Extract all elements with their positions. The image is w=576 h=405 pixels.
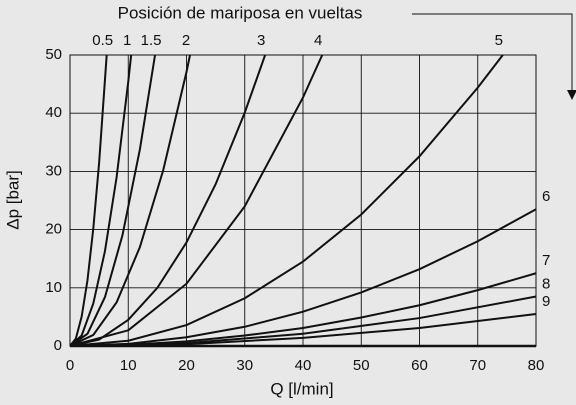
chart-title: Posición de mariposa en vueltas bbox=[118, 3, 363, 22]
title-arrow-head bbox=[567, 90, 576, 100]
curve bbox=[69, 54, 133, 347]
y-tick-label: 0 bbox=[54, 337, 62, 354]
x-tick-label: 60 bbox=[411, 357, 428, 374]
y-tick-label: 20 bbox=[45, 221, 62, 238]
y-tick-label: 50 bbox=[45, 46, 62, 63]
x-axis-label: Q [l/min] bbox=[270, 379, 333, 398]
y-tick-label: 10 bbox=[45, 279, 62, 296]
curve bbox=[69, 54, 191, 347]
curve bbox=[69, 54, 157, 347]
series-label: 1.5 bbox=[141, 32, 162, 49]
series-label: 7 bbox=[542, 252, 550, 269]
x-tick-label: 50 bbox=[353, 357, 370, 374]
series-label: 4 bbox=[314, 32, 322, 49]
x-tick-label: 30 bbox=[236, 357, 253, 374]
series-label: 0.5 bbox=[92, 32, 113, 49]
x-tick-label: 70 bbox=[469, 357, 486, 374]
title-arrow-line bbox=[412, 13, 573, 92]
series-label: 3 bbox=[257, 32, 265, 49]
curve bbox=[69, 208, 537, 347]
curve bbox=[69, 54, 504, 347]
x-tick-label: 0 bbox=[66, 357, 74, 374]
curve bbox=[69, 54, 324, 347]
series-label: 5 bbox=[495, 32, 503, 49]
y-tick-label: 40 bbox=[45, 104, 62, 121]
curve bbox=[69, 54, 108, 347]
x-tick-label: 20 bbox=[178, 357, 195, 374]
series-label: 8 bbox=[542, 275, 550, 292]
x-tick-label: 10 bbox=[120, 357, 137, 374]
y-tick-label: 30 bbox=[45, 162, 62, 179]
series-label: 1 bbox=[123, 32, 131, 49]
series-label: 2 bbox=[182, 32, 190, 49]
x-tick-label: 80 bbox=[528, 357, 545, 374]
series-label: 6 bbox=[542, 188, 550, 205]
y-axis-label: Δp [bar] bbox=[3, 170, 22, 230]
x-tick-label: 40 bbox=[295, 357, 312, 374]
series-label: 9 bbox=[542, 293, 550, 310]
